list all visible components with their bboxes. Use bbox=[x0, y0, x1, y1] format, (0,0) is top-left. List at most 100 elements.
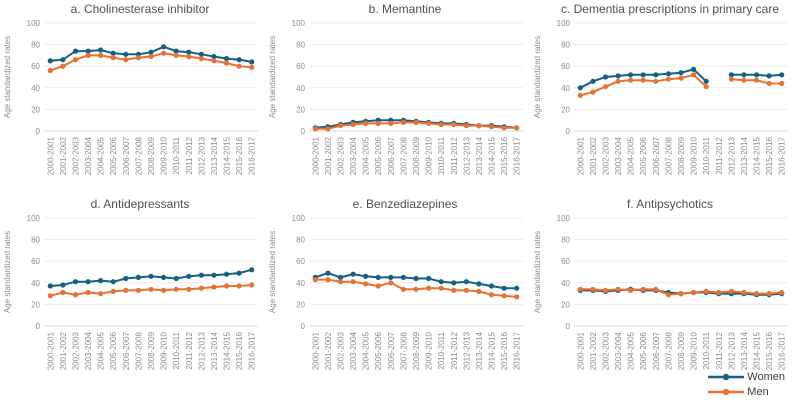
y-tick-label: 0 bbox=[36, 127, 41, 136]
data-point-women bbox=[123, 275, 129, 282]
chart-benzediazepines: 0 20 40 60 80 100 e. Benzediazepines Age standa… bbox=[265, 195, 530, 390]
data-point-men bbox=[602, 287, 609, 293]
data-point-men bbox=[476, 123, 482, 129]
x-tick-label: 2005-2006 bbox=[374, 331, 383, 370]
x-tick-label: 2010-2011 bbox=[437, 136, 446, 174]
data-point-men bbox=[363, 120, 369, 126]
x-tick-label: 2003-2004 bbox=[84, 136, 93, 175]
x-tick-label: 2009-2010 bbox=[690, 331, 699, 370]
x-tick-label: 2015-2016 bbox=[235, 331, 244, 370]
data-point-men bbox=[236, 283, 242, 289]
data-point-women bbox=[223, 271, 230, 277]
y-tick-label: 60 bbox=[296, 62, 305, 71]
x-tick-label: 2008-2009 bbox=[147, 331, 156, 370]
data-point-women bbox=[198, 51, 204, 57]
data-point-men bbox=[691, 289, 697, 296]
x-tick-label: 2014-2015 bbox=[488, 136, 497, 175]
data-point-men bbox=[779, 80, 785, 87]
x-tick-label: 2011-2012 bbox=[185, 331, 194, 369]
data-point-men bbox=[47, 67, 53, 74]
y-tick-label: 20 bbox=[296, 300, 305, 309]
data-point-women bbox=[703, 78, 709, 84]
data-point-men bbox=[653, 78, 659, 84]
data-point-women bbox=[211, 53, 217, 60]
data-point-men bbox=[375, 283, 381, 289]
x-tick-label: 2000-2001 bbox=[46, 136, 55, 175]
x-tick-label: 2015-2016 bbox=[500, 136, 509, 175]
data-point-men bbox=[312, 277, 318, 283]
x-tick-label: 2016-2017 bbox=[248, 331, 257, 370]
data-point-men bbox=[363, 281, 369, 287]
data-point-men bbox=[653, 286, 659, 292]
data-point-women bbox=[728, 72, 734, 78]
data-point-women bbox=[236, 57, 242, 63]
data-point-men bbox=[640, 77, 646, 83]
y-tick-label: 100 bbox=[27, 214, 41, 223]
x-tick-label: 2016-2017 bbox=[248, 136, 257, 175]
x-tick-label: 2002-2003 bbox=[71, 136, 80, 175]
x-tick-label: 2009-2010 bbox=[425, 136, 434, 175]
data-point-men bbox=[463, 123, 469, 129]
y-tick-label: 80 bbox=[296, 236, 305, 245]
x-tick-label: 2003-2004 bbox=[84, 331, 93, 370]
x-tick-label: 2001-2002 bbox=[324, 331, 333, 370]
x-tick-label: 2010-2011 bbox=[172, 136, 181, 174]
data-point-men bbox=[388, 280, 394, 286]
data-point-men bbox=[691, 72, 697, 78]
x-tick-label: 2005-2006 bbox=[109, 331, 118, 370]
x-tick-label: 2012-2013 bbox=[462, 136, 471, 175]
x-tick-label: 2013-2014 bbox=[475, 136, 484, 175]
x-tick-label: 2014-2015 bbox=[753, 331, 762, 370]
y-tick-label: 100 bbox=[292, 214, 306, 223]
y-axis-label: Age standardized rates bbox=[3, 231, 12, 313]
x-tick-label: 2002-2003 bbox=[601, 136, 610, 175]
data-point-women bbox=[375, 274, 381, 280]
x-tick-label: 2000-2001 bbox=[576, 136, 585, 175]
data-point-men bbox=[173, 52, 179, 59]
legend-line-women-icon bbox=[708, 373, 745, 381]
chart-title: b. Memantine bbox=[369, 2, 442, 16]
data-point-men bbox=[602, 84, 609, 90]
x-tick-label: 2016-2017 bbox=[778, 331, 787, 370]
y-tick-label: 0 bbox=[566, 127, 571, 136]
data-point-men bbox=[413, 286, 419, 292]
legend-line-men-icon bbox=[708, 388, 745, 396]
data-point-men bbox=[98, 52, 104, 59]
data-point-men bbox=[337, 279, 344, 285]
data-point-women bbox=[426, 275, 432, 282]
x-tick-label: 2006-2007 bbox=[387, 331, 396, 370]
data-point-women bbox=[665, 71, 671, 77]
y-axis-label: Age standardized rates bbox=[268, 231, 277, 313]
data-point-women bbox=[135, 274, 141, 280]
data-point-women bbox=[602, 74, 609, 80]
x-tick-label: 2011-2012 bbox=[450, 331, 459, 369]
y-tick-label: 20 bbox=[561, 300, 570, 309]
data-point-men bbox=[741, 289, 747, 296]
chart-title: c. Dementia prescriptions in primary car… bbox=[561, 2, 779, 16]
data-point-women bbox=[501, 285, 507, 291]
x-tick-label: 2015-2016 bbox=[765, 331, 774, 370]
data-point-men bbox=[451, 121, 457, 128]
x-tick-label: 2005-2006 bbox=[109, 136, 118, 175]
legend-item-women: Women bbox=[707, 371, 785, 383]
data-point-men bbox=[350, 121, 356, 128]
y-tick-label: 80 bbox=[296, 41, 305, 50]
x-tick-label: 2003-2004 bbox=[614, 331, 623, 370]
y-tick-label: 60 bbox=[561, 257, 570, 266]
data-point-men bbox=[375, 120, 381, 126]
data-point-women bbox=[198, 272, 204, 278]
data-point-women bbox=[753, 72, 760, 78]
data-point-men bbox=[72, 292, 79, 298]
data-point-women bbox=[60, 282, 66, 288]
x-tick-label: 2014-2015 bbox=[753, 136, 762, 175]
y-axis-label: Age standardized rates bbox=[533, 231, 542, 313]
x-tick-label: 2014-2015 bbox=[223, 331, 232, 370]
y-tick-label: 40 bbox=[561, 279, 570, 288]
x-tick-label: 2000-2001 bbox=[311, 136, 320, 175]
x-tick-label: 2011-2012 bbox=[185, 136, 194, 174]
data-point-men bbox=[501, 125, 507, 131]
data-point-men bbox=[325, 126, 331, 132]
data-point-men bbox=[400, 286, 406, 292]
data-point-women bbox=[779, 72, 785, 78]
data-point-women bbox=[590, 78, 596, 84]
